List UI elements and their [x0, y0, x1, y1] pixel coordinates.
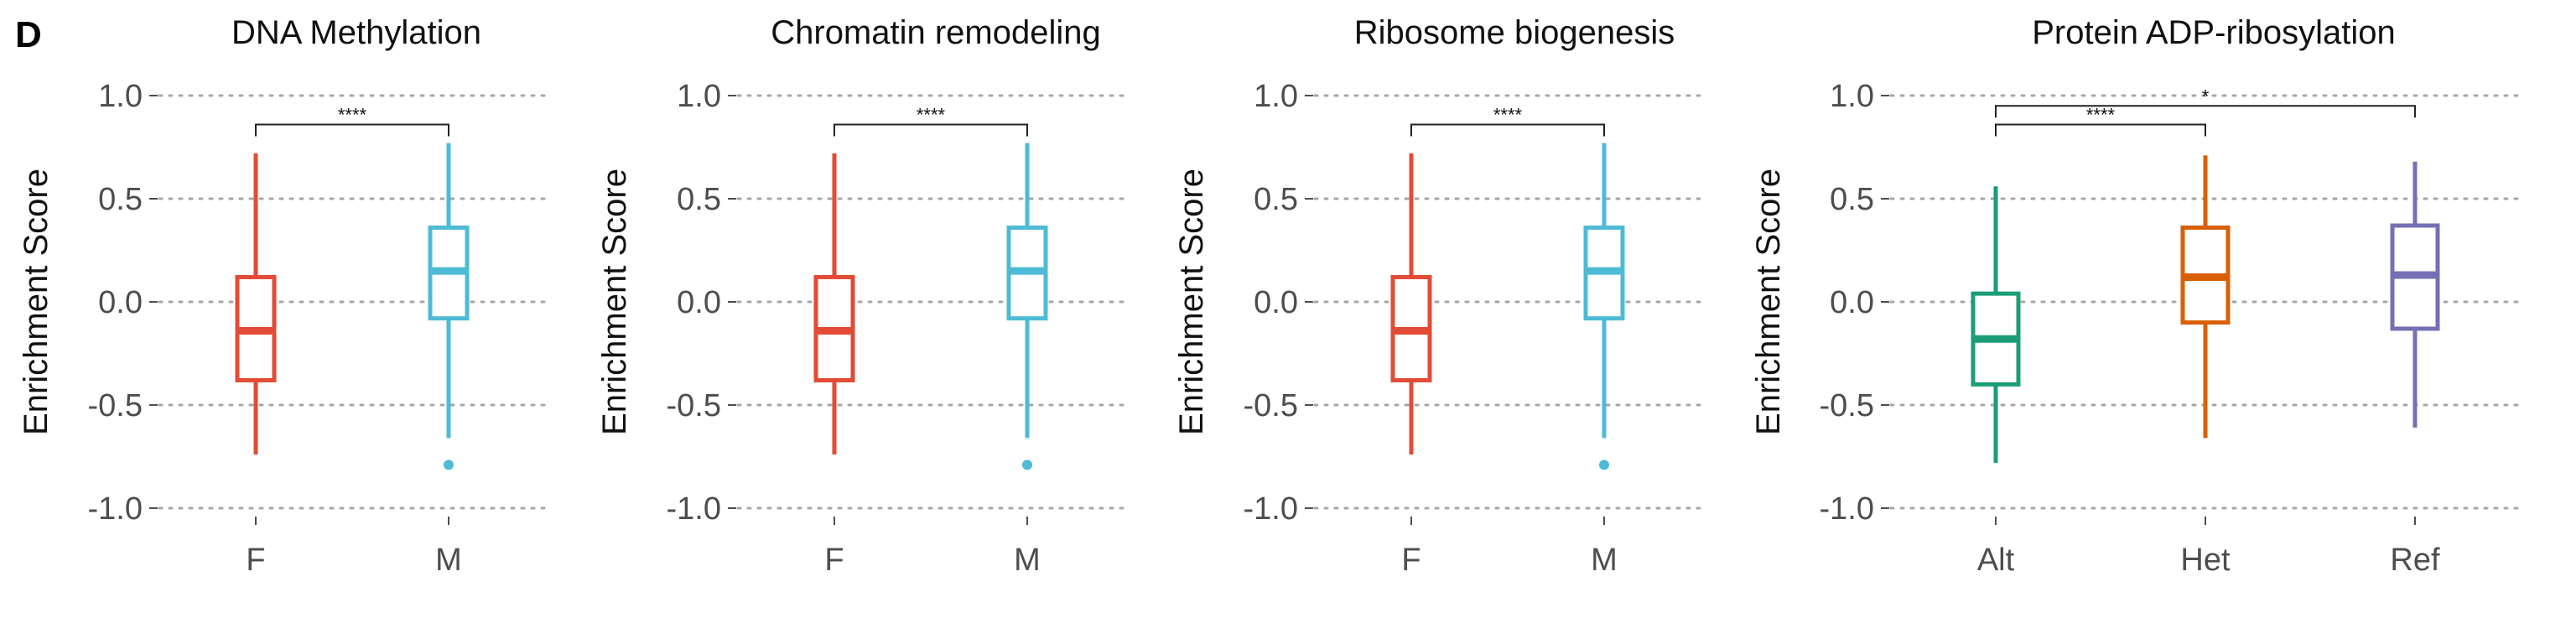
y-axis-label: Enrichment Score	[1750, 169, 1787, 435]
box-Ref	[2390, 161, 2440, 428]
y-axis-label: Enrichment Score	[596, 169, 633, 435]
box-Het	[2180, 155, 2231, 439]
y-tick-label: -1.0	[667, 491, 721, 527]
box-F	[235, 153, 277, 455]
significance-bracket	[255, 123, 449, 137]
x-tick-label: M	[435, 543, 462, 578]
y-tick-label: 0.0	[1830, 285, 1874, 320]
significance-label: ****	[338, 104, 367, 125]
significance-bracket	[834, 123, 1028, 137]
y-tick-label: 0.5	[677, 182, 721, 217]
x-tick-label: M	[1591, 543, 1618, 578]
y-tick-label: 0.0	[1254, 285, 1298, 320]
chart-panel-1: DNA Methylation Enrichment Score 1.0 0.5 0.0…	[18, 14, 547, 578]
y-tick-label: 1.0	[1254, 79, 1298, 114]
box-Alt	[1971, 186, 2021, 463]
box-F	[813, 153, 855, 455]
box-M	[428, 143, 470, 470]
chart-title: DNA Methylation	[231, 14, 481, 51]
x-tick-label: Ref	[2390, 543, 2440, 578]
chart-panel-2: Chromatin remodeling Enrichment Score 1.0 0…	[596, 14, 1125, 578]
y-tick-label: 0.5	[1254, 182, 1298, 217]
box-M	[1006, 143, 1048, 470]
panel-label: D	[15, 14, 42, 55]
significance-label: ****	[917, 104, 946, 125]
y-axis-label: Enrichment Score	[18, 169, 55, 435]
y-tick-label: 0.5	[98, 182, 143, 217]
significance-label: ****	[2086, 104, 2116, 125]
chart-title: Chromatin remodeling	[771, 14, 1101, 51]
x-tick-label: F	[1401, 543, 1420, 578]
y-tick-label: -1.0	[88, 491, 143, 527]
chart-panel-3: Ribosome biogenesis Enrichment Score 1.0 0.…	[1173, 14, 1702, 578]
x-tick-label: M	[1014, 543, 1041, 578]
outlier-point	[444, 460, 454, 470]
y-tick-label: 1.0	[677, 79, 721, 114]
significance-label: *	[2202, 86, 2210, 106]
y-tick-label: -1.0	[1820, 491, 1874, 527]
significance-bracket	[1995, 105, 2416, 118]
y-axis-label: Enrichment Score	[1173, 169, 1210, 435]
x-tick-label: Het	[2180, 543, 2231, 578]
chart-title: Ribosome biogenesis	[1354, 14, 1675, 51]
significance-bracket	[1410, 123, 1605, 137]
y-tick-label: -0.5	[667, 388, 721, 423]
y-tick-label: 0.0	[98, 285, 143, 320]
chart-panel-4: Protein ADP-ribosylation Enrichment Score…	[1750, 14, 2521, 578]
x-tick-label: Alt	[1977, 543, 2015, 578]
y-tick-label: 1.0	[1830, 79, 1874, 114]
x-tick-label: F	[824, 543, 844, 578]
chart-title: Protein ADP-ribosylation	[2032, 14, 2396, 51]
box-M	[1583, 143, 1625, 470]
y-tick-label: -0.5	[1244, 388, 1298, 423]
y-tick-label: 0.5	[1830, 182, 1874, 217]
significance-label: ****	[1493, 104, 1523, 125]
y-tick-label: 1.0	[98, 79, 143, 114]
x-tick-label: F	[246, 543, 265, 578]
y-tick-label: -0.5	[88, 388, 143, 423]
outlier-point	[1022, 460, 1032, 470]
y-tick-label: -0.5	[1820, 388, 1874, 423]
y-tick-label: 0.0	[677, 285, 721, 320]
y-tick-label: -1.0	[1244, 491, 1298, 527]
box-F	[1390, 153, 1432, 455]
outlier-point	[1599, 460, 1609, 470]
significance-bracket	[1995, 123, 2206, 137]
